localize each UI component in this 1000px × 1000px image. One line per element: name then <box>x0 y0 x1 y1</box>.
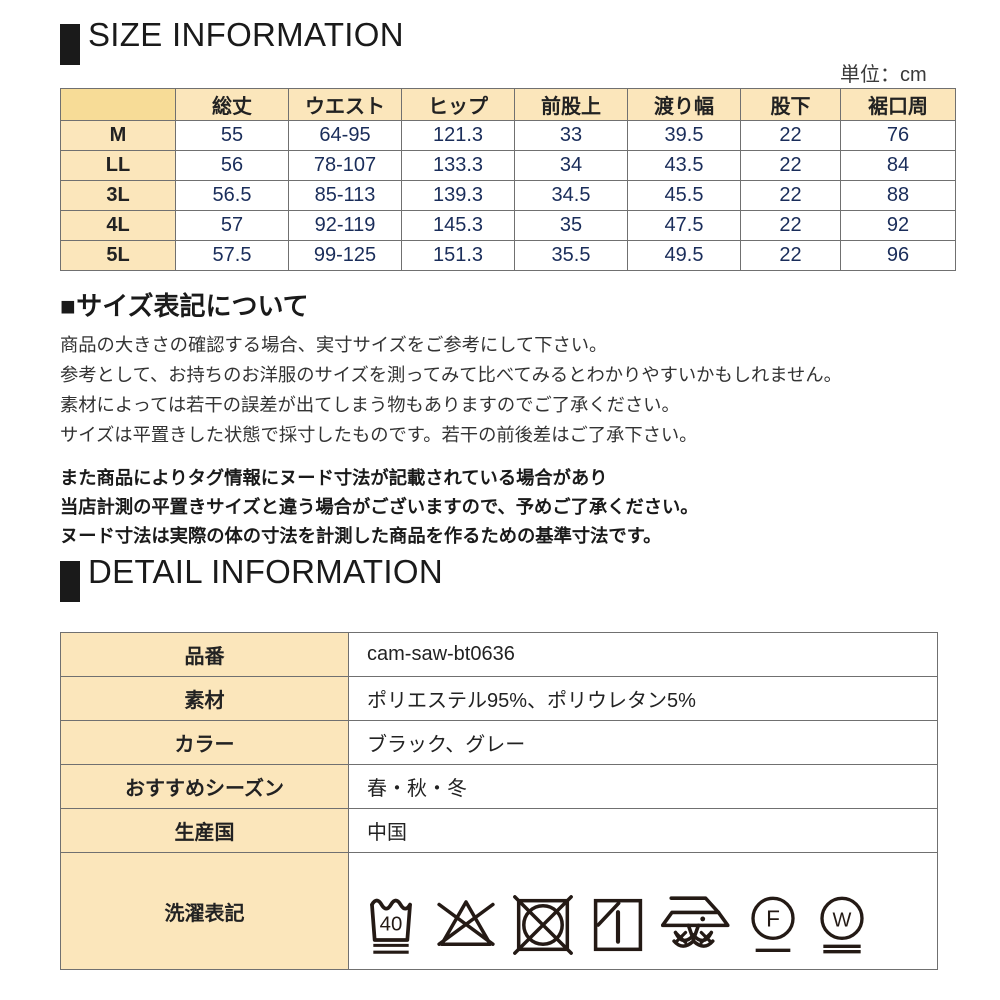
svg-text:40: 40 <box>380 913 403 935</box>
svg-text:W: W <box>833 909 852 931</box>
svg-text:F: F <box>766 905 780 931</box>
